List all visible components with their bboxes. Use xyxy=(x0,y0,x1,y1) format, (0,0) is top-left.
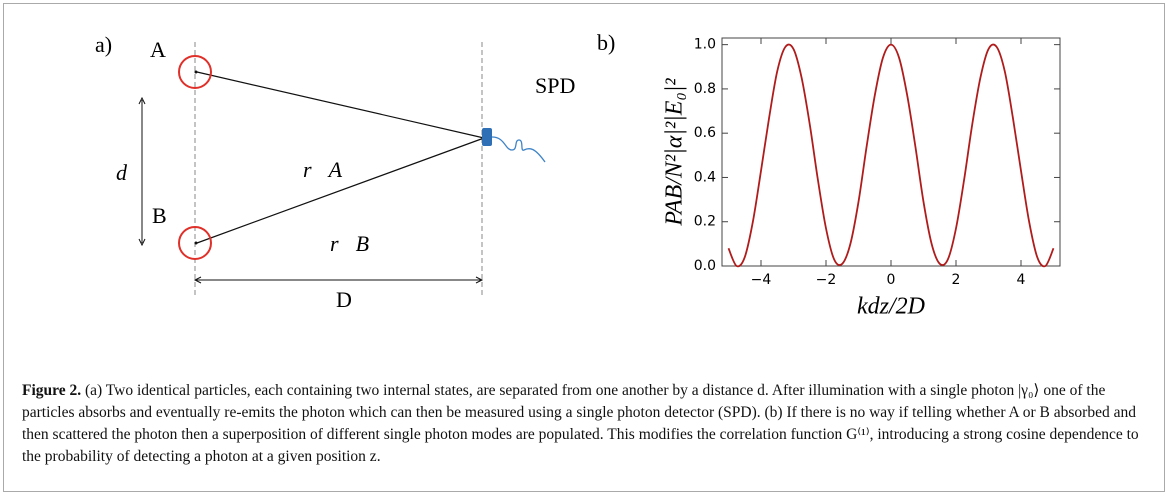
ray xyxy=(196,71,485,139)
y-axis-label: PAB/N²|α|²|E₀|² xyxy=(662,78,688,227)
particle-label: B xyxy=(152,203,167,228)
y-tick-label: 0.4 xyxy=(694,169,716,185)
y-tick-label: 0.8 xyxy=(694,81,716,97)
y-tick-label: 0.6 xyxy=(694,125,716,141)
figure-frame xyxy=(3,3,1165,492)
caption: Figure 2. (a) Two identical particles, e… xyxy=(22,380,1147,468)
detector xyxy=(482,128,492,146)
panel-label: a) xyxy=(95,32,112,57)
panel-label: b) xyxy=(597,30,615,55)
dimension-label: d xyxy=(116,160,128,185)
vector-label: r⃗A xyxy=(303,157,343,182)
caption-text: (a) Two identical particles, each contai… xyxy=(22,382,1139,465)
curve xyxy=(727,43,1055,268)
x-tick-label: −4 xyxy=(751,272,772,288)
vector-label: r⃗B xyxy=(330,231,369,256)
particle-label: A xyxy=(150,37,166,62)
x-tick-label: 0 xyxy=(887,272,896,288)
x-axis-label: kdz/2D xyxy=(857,294,925,320)
dimension-label: D xyxy=(336,287,352,312)
arrowheads xyxy=(138,96,146,247)
y-tick-label: 1.0 xyxy=(694,37,716,53)
caption-label: Figure 2. xyxy=(22,382,82,399)
plot-frame xyxy=(721,37,1061,267)
y-tick-label: 0.0 xyxy=(694,258,716,274)
chart: b) PAB/N²|α|²|E₀|² kdz/2D 0.0 0.2 0.4 0.6 0.… xyxy=(597,30,1061,320)
x-tick-label: 2 xyxy=(952,272,961,288)
ray xyxy=(196,137,485,244)
y-tick-label: 0.2 xyxy=(694,214,716,230)
arrowheads xyxy=(193,276,484,284)
x-tick-label: 4 xyxy=(1017,272,1026,288)
diagram: a) A B SPD r⃗A r⃗B d D xyxy=(95,32,575,312)
particle-center xyxy=(194,241,198,245)
figure: a) A B SPD r⃗A r⃗B d D b) PAB/N²|α|²|E₀|… xyxy=(95,30,1061,320)
x-tick-label: −2 xyxy=(816,272,837,288)
particle xyxy=(178,55,212,89)
particle xyxy=(178,226,212,260)
detector-label: SPD xyxy=(535,73,575,98)
particle-center xyxy=(194,70,198,74)
fiber xyxy=(491,136,546,163)
